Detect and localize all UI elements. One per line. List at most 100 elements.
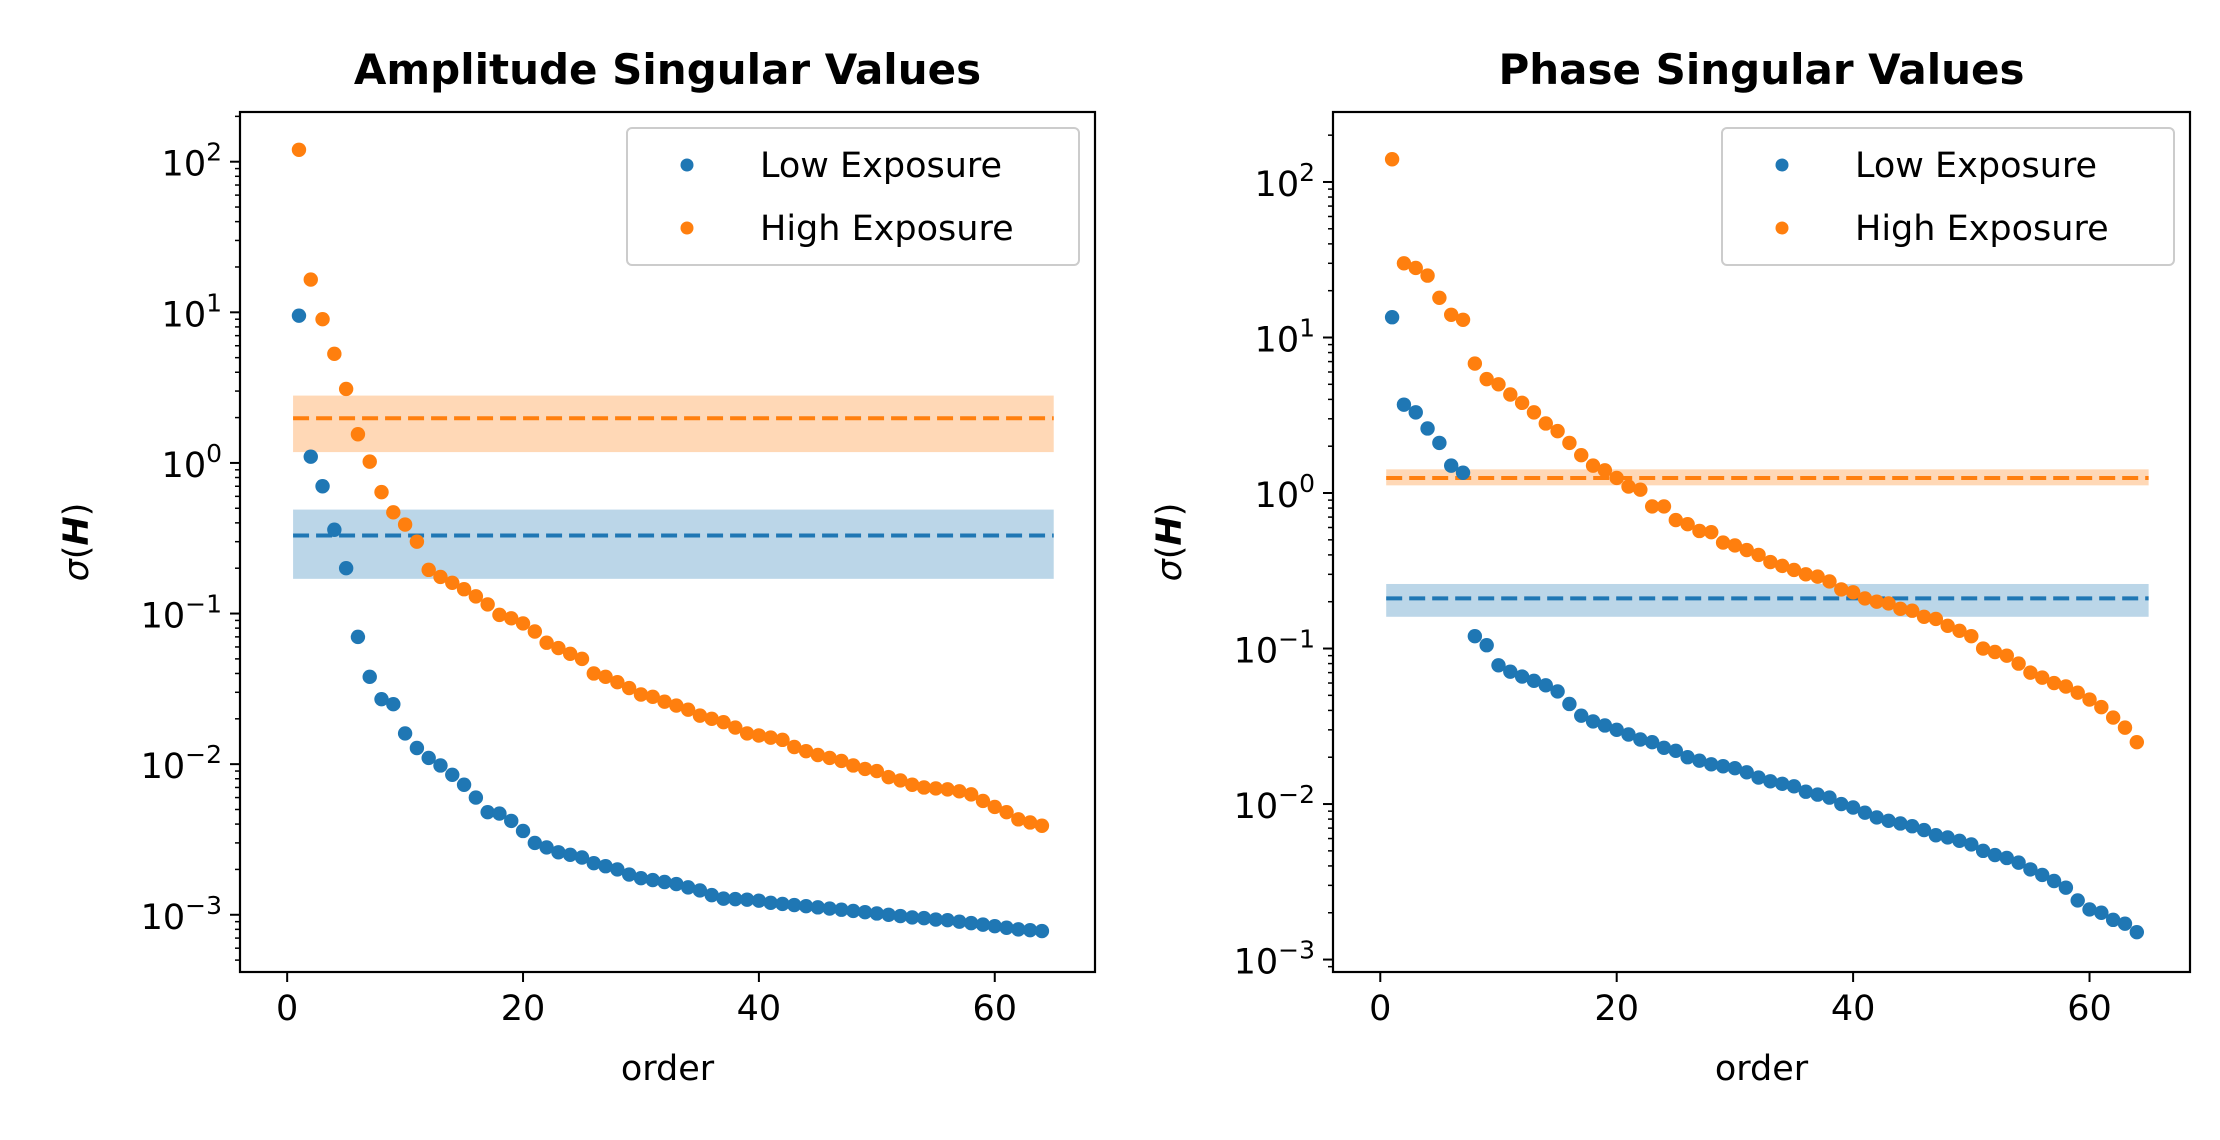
phase-high-exposure-point bbox=[1727, 538, 1743, 553]
phase-high-exposure-point bbox=[1467, 356, 1483, 371]
amplitude-low-exposure-point bbox=[987, 918, 1002, 934]
amplitude-y-tick-label: 10−3 bbox=[141, 891, 222, 938]
amplitude-low-exposure-point bbox=[787, 897, 802, 913]
amplitude-low-exposure-point bbox=[940, 913, 955, 928]
phase-legend-marker-low bbox=[1775, 158, 1789, 172]
amplitude-low-exposure-point bbox=[657, 874, 672, 890]
amplitude-high-exposure-point bbox=[987, 799, 1002, 815]
amplitude-high-exposure-point bbox=[692, 708, 708, 723]
amplitude-high-exposure-point bbox=[704, 711, 719, 727]
phase-high-exposure-point bbox=[1491, 377, 1506, 392]
phase-low-exposure-point bbox=[1822, 790, 1837, 805]
amplitude-high-exposure-point bbox=[739, 726, 755, 741]
amplitude-low-exposure-point bbox=[963, 915, 979, 931]
amplitude-low-exposure-point bbox=[905, 910, 920, 925]
phase-x-tick-label: 60 bbox=[2067, 989, 2112, 1029]
amplitude-high-exposure-point bbox=[893, 773, 908, 788]
phase-low-exposure-point bbox=[1952, 833, 1967, 849]
phase-high-exposure-point bbox=[2058, 679, 2074, 694]
amplitude-x-tick-label: 0 bbox=[276, 989, 298, 1029]
amplitude-high-exposure-point bbox=[350, 427, 366, 442]
phase-high-exposure-point bbox=[1987, 644, 2003, 660]
phase-x-ticks: 0 20 40 60 bbox=[1369, 972, 2112, 1029]
phase-low-exposure-point bbox=[1396, 397, 1412, 412]
phase-high-exposure-point bbox=[1881, 596, 1896, 611]
phase-y-axis-label: σ(H) bbox=[1150, 503, 1190, 582]
amplitude-high-exposure-point bbox=[327, 346, 342, 362]
phase-high-exposure-point bbox=[2117, 720, 2133, 735]
amplitude-low-exposure-point bbox=[728, 891, 743, 907]
phase-high-exposure-point bbox=[2082, 692, 2097, 707]
phase-low-exposure-point bbox=[1845, 800, 1861, 815]
amplitude-high-exposure-point bbox=[975, 793, 991, 809]
amplitude-high-exposure-point bbox=[504, 611, 519, 626]
amplitude-high-exposure-point bbox=[433, 569, 448, 585]
phase-high-exposure-point bbox=[1621, 479, 1636, 494]
phase-high-exposure-point bbox=[1609, 470, 1624, 486]
amplitude-high-exposure-point bbox=[952, 784, 967, 799]
amplitude-low-exposure-point bbox=[574, 850, 590, 865]
amplitude-high-exposure-point bbox=[716, 714, 731, 730]
phase-low-exposure-point bbox=[1621, 727, 1636, 742]
phase-high-exposure-point bbox=[1562, 435, 1577, 451]
amplitude-high-exposure-point bbox=[1011, 812, 1026, 827]
amplitude-low-exposure-point bbox=[303, 449, 318, 464]
amplitude-high-exposure-point bbox=[857, 761, 873, 777]
amplitude-low-exposure-point bbox=[327, 522, 342, 537]
amplitude-high-exposure-point bbox=[468, 589, 484, 604]
phase-high-exposure-point bbox=[1680, 517, 1695, 532]
amplitude-high-exposure-point bbox=[728, 720, 743, 735]
phase-high-exposure-point bbox=[1503, 387, 1518, 402]
phase-high-exposure-point bbox=[1999, 648, 2014, 663]
amplitude-low-exposure-point bbox=[775, 896, 790, 912]
amplitude-high-exposure-point bbox=[846, 758, 861, 773]
phase-high-exposure-point bbox=[2070, 685, 2085, 700]
amplitude-high-exposure-point bbox=[869, 763, 885, 779]
phase-low-exposure-point bbox=[1916, 822, 1932, 838]
phase-low-exposure-point bbox=[1491, 658, 1506, 673]
amplitude-low-exposure-point bbox=[445, 767, 460, 782]
amplitude-high-exposure-point bbox=[822, 750, 837, 766]
phase-high-exposure-point bbox=[1432, 290, 1447, 305]
phase-markers bbox=[1384, 152, 2145, 940]
amplitude-legend-box bbox=[626, 127, 1080, 266]
amplitude-low-exposure-point bbox=[893, 908, 908, 924]
phase-low-exposure-point bbox=[1810, 787, 1825, 802]
phase-low-exposure-point bbox=[1526, 673, 1542, 689]
phase-low-exposure-point bbox=[1656, 740, 1672, 755]
phase-plot-frame bbox=[1331, 110, 2192, 974]
amplitude-x-axis-label: order bbox=[621, 1049, 715, 1089]
phase-high-exposure-point bbox=[1538, 416, 1553, 431]
amplitude-low-exposure-point bbox=[810, 900, 826, 915]
phase-y-tick-label: 100 bbox=[1255, 469, 1315, 516]
phase-low-exposure-point bbox=[1928, 828, 1944, 843]
phase-high-exposure-point bbox=[2035, 670, 2050, 685]
phase-y-tick-label: 101 bbox=[1255, 313, 1315, 360]
phase-low-exposure-point bbox=[1680, 750, 1695, 765]
amplitude-low-exposure-point bbox=[421, 750, 436, 766]
amplitude-high-exposure-point bbox=[563, 646, 578, 662]
amplitude-low-exposure-point bbox=[975, 917, 991, 932]
amplitude-low-exposure-point bbox=[350, 629, 366, 645]
phase-low-exposure-point bbox=[2129, 924, 2145, 940]
amplitude-low-exposure-point bbox=[409, 740, 425, 756]
phase-high-exposure-point bbox=[1384, 152, 1400, 167]
phase-high-exposure-point bbox=[1952, 623, 1967, 639]
phase-low-exposure-point bbox=[2094, 905, 2109, 920]
amplitude-low-exposure-point bbox=[834, 902, 849, 917]
amplitude-y-tick-label: 102 bbox=[162, 138, 222, 185]
phase-low-exposure-point bbox=[1964, 837, 1979, 852]
phase-x-tick-label: 0 bbox=[1369, 989, 1391, 1029]
phase-low-exposure-point bbox=[1420, 421, 1435, 436]
amplitude-x-tick-label: 20 bbox=[501, 989, 546, 1029]
amplitude-low-exposure-point bbox=[515, 823, 531, 839]
phase-low-exposure-point bbox=[1408, 405, 1423, 420]
phase-high-exposure-point bbox=[1751, 547, 1766, 563]
amplitude-low-exposure-point bbox=[916, 910, 932, 926]
phase-low-exposure-point bbox=[1763, 774, 1778, 789]
phase-high-exposure-point bbox=[1444, 307, 1459, 322]
amplitude-high-exposure-point bbox=[421, 562, 436, 578]
amplitude-high-exposure-point bbox=[386, 505, 401, 520]
amplitude-high-exposure-point bbox=[291, 142, 307, 157]
phase-legend-label-low: Low Exposure bbox=[1855, 146, 2097, 186]
